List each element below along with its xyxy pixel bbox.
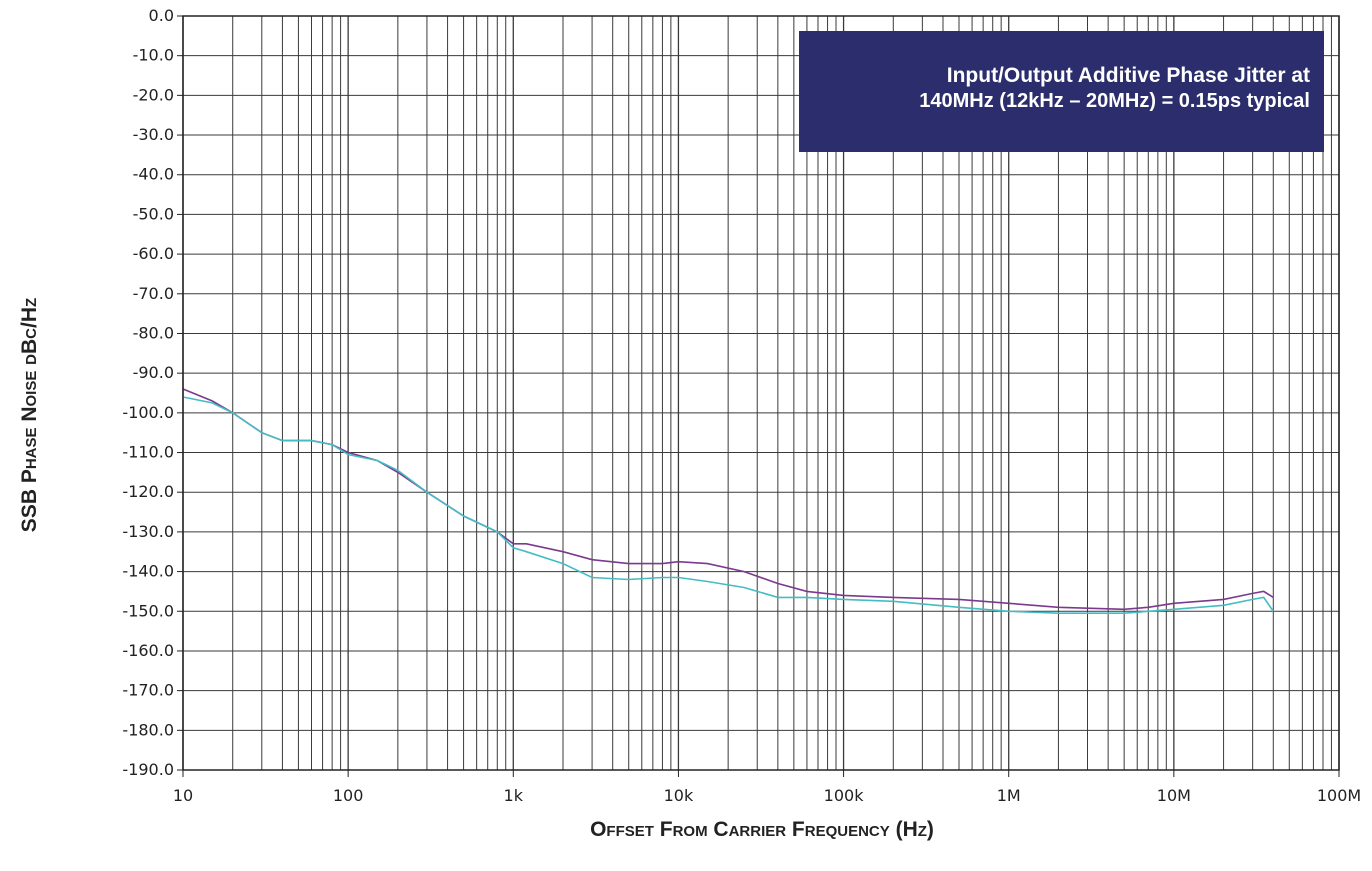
series-line-2 xyxy=(182,396,1274,615)
y-tick-label: -120.0 xyxy=(122,482,174,501)
series-group xyxy=(182,388,1274,615)
y-tick-label: -110.0 xyxy=(122,443,174,462)
y-tick-label: -170.0 xyxy=(122,681,174,700)
y-tick-label: -140.0 xyxy=(122,562,174,581)
y-tick-label: -20.0 xyxy=(133,85,174,104)
y-axis-label: SSB Phase Noise dBc/Hz xyxy=(18,297,41,533)
y-tick-label: -130.0 xyxy=(122,522,174,541)
y-tick-label: -190.0 xyxy=(122,760,174,779)
x-tick-label: 10 xyxy=(173,786,193,805)
x-axis-label: Offset From Carrier Frequency (Hz) xyxy=(590,818,934,841)
y-tick-label: -150.0 xyxy=(122,601,174,620)
x-tick-label: 100M xyxy=(1317,786,1361,805)
y-tick-label: 0.0 xyxy=(149,6,174,25)
y-tick-label: -90.0 xyxy=(133,363,174,382)
y-tick-label: -180.0 xyxy=(122,720,174,739)
y-tick-label: -10.0 xyxy=(133,46,174,65)
plot-frame xyxy=(182,15,1340,771)
y-tick-label: -70.0 xyxy=(133,284,174,303)
x-tick-label: 1k xyxy=(504,786,524,805)
y-tick-label: -30.0 xyxy=(133,125,174,144)
y-tick-label: -80.0 xyxy=(133,323,174,342)
y-tick-labels: 0.0 -10.0 -20.0 -30.0 -40.0 -50.0 -60.0 -70.0 -8… xyxy=(122,6,174,779)
y-tick-label: -160.0 xyxy=(122,641,174,660)
x-tick-labels: 10 100 1k 10k 100k 1M 10M 100M xyxy=(173,786,1361,805)
x-tick-label: 1M xyxy=(997,786,1021,805)
x-tick-label: 100 xyxy=(333,786,364,805)
axes xyxy=(177,15,1340,777)
y-tick-label: -60.0 xyxy=(133,244,174,263)
y-tick-label: -100.0 xyxy=(122,403,174,422)
x-tick-label: 10k xyxy=(664,786,694,805)
x-tick-label: 100k xyxy=(824,786,865,805)
jitter-annotation-box: Input/Output Additive Phase Jitter at 14… xyxy=(799,31,1324,152)
annotation-line-1: Input/Output Additive Phase Jitter at xyxy=(946,64,1310,87)
annotation-line-2: 140MHz (12kHz – 20MHz) = 0.15ps typical xyxy=(919,90,1310,113)
x-tick-label: 10M xyxy=(1157,786,1191,805)
y-tick-label: -50.0 xyxy=(133,204,174,223)
y-tick-label: -40.0 xyxy=(133,165,174,184)
